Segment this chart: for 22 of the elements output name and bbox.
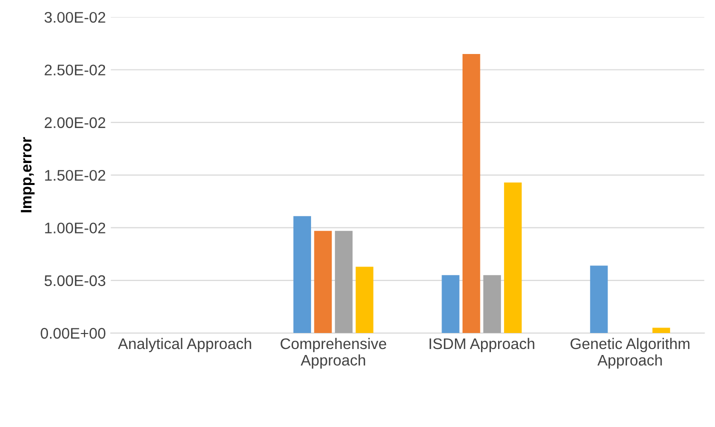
bar (356, 266, 374, 334)
x-tick-label: Comprehensive Approach (280, 338, 386, 369)
bar (462, 54, 480, 334)
y-tick-label: 1.00E-02 (45, 222, 106, 234)
x-tick-label: Analytical Approach (118, 338, 252, 352)
bar (314, 230, 332, 334)
y-tick-label: 2.00E-02 (44, 117, 106, 128)
bar (334, 230, 353, 334)
bar (293, 216, 312, 334)
y-tick-label: 3.00E-02 (44, 12, 106, 23)
y-tick-label: 1.50E-02 (45, 170, 106, 181)
x-tick-label: Genetic Algorithm Approach (570, 338, 690, 369)
y-axis-title: Impp,error (20, 137, 35, 212)
bar (483, 275, 501, 334)
y-tick-label: 0.00E+00 (40, 328, 106, 339)
y-tick-label: 5.00E-03 (44, 275, 106, 286)
bar (442, 275, 460, 334)
x-tick-label: ISDM Approach (430, 338, 534, 352)
bar (504, 182, 522, 334)
y-tick-label: 2.50E-02 (44, 64, 106, 76)
bar (652, 328, 670, 334)
bar (590, 266, 608, 334)
